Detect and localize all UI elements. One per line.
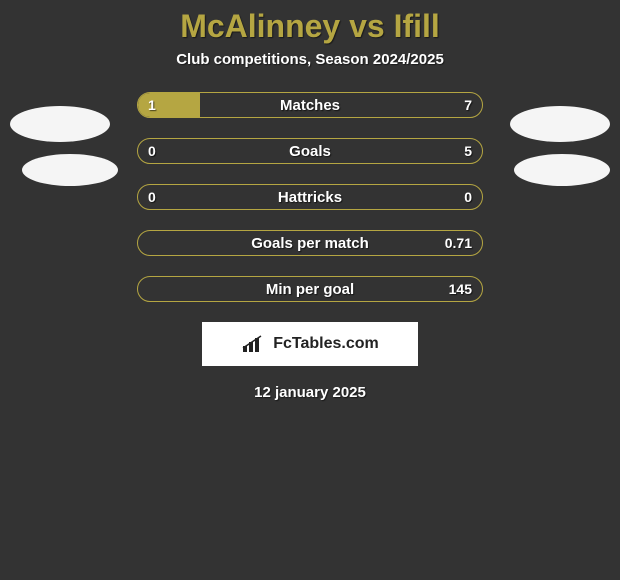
stat-value-right: 0 (464, 185, 472, 209)
stat-label: Min per goal (138, 277, 482, 301)
brand-chart-icon (241, 334, 267, 354)
player-left-avatar (10, 106, 110, 142)
comparison-subtitle: Club competitions, Season 2024/2025 (0, 51, 620, 92)
stat-rows: 1Matches70Goals50Hattricks0Goals per mat… (137, 92, 483, 302)
stat-value-right: 7 (464, 93, 472, 117)
date-text: 12 january 2025 (0, 384, 620, 401)
stat-label: Hattricks (138, 185, 482, 209)
stat-row: Goals per match0.71 (137, 230, 483, 256)
player-left-avatar-shadow (22, 154, 118, 186)
player-right-avatar-shadow (514, 154, 610, 186)
stat-row: 0Hattricks0 (137, 184, 483, 210)
stat-label: Matches (138, 93, 482, 117)
stat-value-right: 145 (449, 277, 472, 301)
stat-value-right: 0.71 (445, 231, 472, 255)
stat-label: Goals (138, 139, 482, 163)
chart-area: 1Matches70Goals50Hattricks0Goals per mat… (0, 92, 620, 302)
stat-value-right: 5 (464, 139, 472, 163)
stat-label: Goals per match (138, 231, 482, 255)
brand-text: FcTables.com (273, 335, 379, 353)
stat-row: 1Matches7 (137, 92, 483, 118)
comparison-title: McAlinney vs Ifill (0, 0, 620, 51)
stat-row: 0Goals5 (137, 138, 483, 164)
brand-box: FcTables.com (202, 322, 418, 366)
player-right-avatar (510, 106, 610, 142)
stat-row: Min per goal145 (137, 276, 483, 302)
